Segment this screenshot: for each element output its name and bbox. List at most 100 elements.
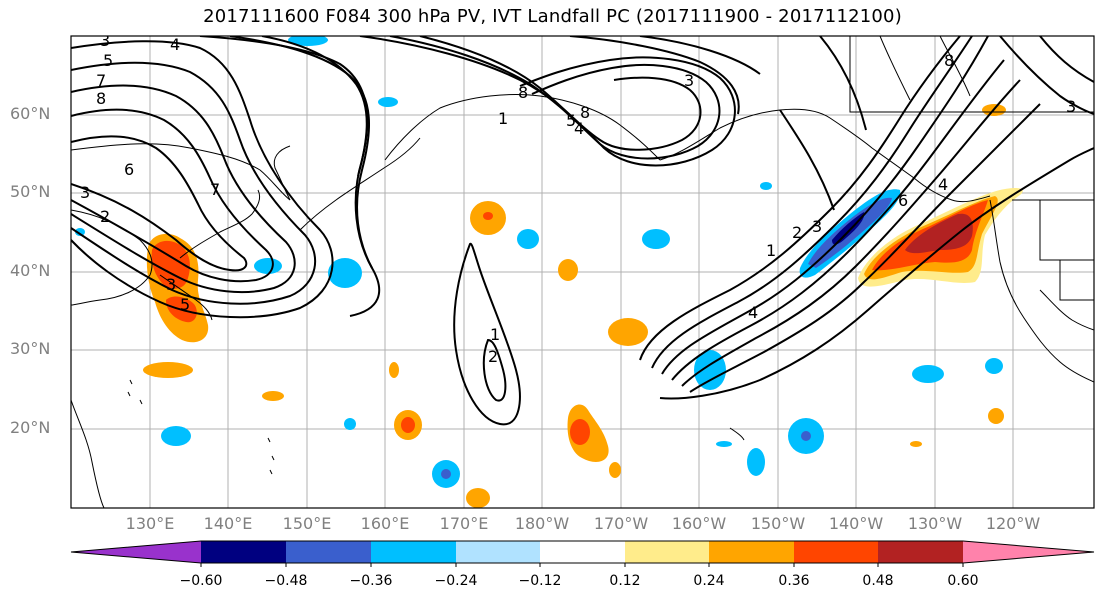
positive-anomaly-japan-core	[151, 240, 190, 289]
positive-anomaly-blob	[570, 419, 590, 445]
positive-anomaly-blob	[143, 362, 193, 378]
negative-anomaly-blob	[75, 228, 85, 236]
longitude-label: 160°E	[360, 514, 410, 533]
contour-label: 5	[103, 51, 113, 70]
contour-label: 7	[96, 71, 106, 90]
colorbar-segment	[878, 541, 963, 563]
colorbar-tick-label: −0.24	[434, 573, 478, 589]
latitude-label: 20°N	[10, 418, 51, 437]
colorbar-tick-label: 0.60	[947, 573, 979, 589]
contour-label: 3	[1066, 97, 1076, 116]
negative-anomaly-blob	[716, 441, 732, 447]
contour-label: 8	[944, 51, 954, 70]
positive-anomaly-blob	[401, 417, 415, 433]
contour-label: 6	[124, 160, 134, 179]
negative-anomaly-blob	[912, 365, 944, 383]
colorbar-segment	[201, 541, 286, 563]
positive-anomaly-blob	[608, 318, 648, 346]
colorbar-segment	[709, 541, 794, 563]
contour-label: 6	[898, 191, 908, 210]
contour-label: 2	[488, 347, 498, 366]
map-title: 2017111600 F084 300 hPa PV, IVT Landfall…	[203, 6, 902, 27]
positive-anomaly-blob	[609, 462, 621, 478]
contour-label: 3	[166, 275, 176, 294]
colorbar-tick-label: −0.12	[518, 573, 562, 589]
latitude-label: 30°N	[10, 339, 51, 358]
colorbar-segment	[540, 541, 625, 563]
latitude-label: 50°N	[10, 182, 51, 201]
contour-label: 4	[748, 303, 758, 322]
contour-label: 3	[812, 217, 822, 236]
contour-label: 8	[518, 83, 528, 102]
map-border	[70, 35, 1095, 509]
contour-label: 3	[80, 183, 90, 202]
negative-anomaly-blob	[344, 418, 356, 430]
negative-anomaly-blob	[161, 426, 191, 446]
positive-anomaly-blob	[483, 212, 493, 220]
latitude-label: 40°N	[10, 261, 51, 280]
contour-label: 2	[100, 207, 110, 226]
colorbar-ticks	[200, 563, 964, 567]
colorbar-segment	[794, 541, 878, 563]
colorbar-segment	[456, 541, 540, 563]
contour-label: 5	[180, 295, 190, 314]
colorbar-tick-label: 0.36	[778, 573, 810, 589]
contour-label: 7	[210, 180, 220, 199]
contour-label: 4	[938, 175, 948, 194]
contour-labels: 3 4 5 7 8 6 3 7 2 3 5 1 8 5 4 3 8 1 2 1 …	[80, 31, 1076, 366]
negative-anomaly-ne-pacific-dark	[832, 212, 865, 245]
coastlines	[71, 36, 1094, 508]
contour-label: 8	[580, 103, 590, 122]
colorbar-tick-label: −0.60	[179, 573, 223, 589]
negative-anomaly-blob	[985, 358, 1003, 374]
contour-label: 3	[684, 71, 694, 90]
negative-anomaly-blob	[378, 97, 398, 107]
contour-label: 4	[574, 119, 584, 138]
colorbar-tick-label: 0.48	[862, 573, 894, 589]
longitude-label: 140°W	[828, 514, 884, 533]
positive-anomaly-blob	[910, 441, 922, 447]
longitude-label: 130°W	[907, 514, 963, 533]
contour-label: 1	[766, 241, 776, 260]
longitude-label: 140°E	[203, 514, 253, 533]
colorbar	[70, 540, 1095, 564]
positive-anomaly-blob	[558, 259, 578, 281]
contour-label: 2	[792, 223, 802, 242]
contour-label: 1	[490, 325, 500, 344]
colorbar-tick-label: −0.36	[349, 573, 393, 589]
longitude-label: 180°W	[514, 514, 570, 533]
longitude-label: 150°W	[750, 514, 806, 533]
negative-anomaly-blob	[517, 229, 539, 249]
longitude-label: 170°E	[439, 514, 489, 533]
colorbar-tick-label: 0.12	[609, 573, 641, 589]
longitude-label: 130°E	[125, 514, 175, 533]
contour-label: 1	[498, 109, 508, 128]
negative-anomaly-blob	[801, 431, 811, 441]
colorbar-segment	[371, 541, 456, 563]
longitude-label: 120°W	[985, 514, 1041, 533]
contour-label: 3	[100, 31, 110, 50]
contour-label: 4	[170, 35, 180, 54]
longitude-label: 150°E	[282, 514, 332, 533]
colorbar-segment	[625, 541, 709, 563]
positive-anomaly-blob	[466, 488, 490, 508]
negative-anomaly-blob	[254, 258, 282, 274]
colorbar-tick-label: 0.24	[693, 573, 725, 589]
contour-label: 5	[566, 111, 576, 130]
positive-anomaly-blob	[988, 408, 1004, 424]
pv-contours	[71, 36, 1094, 426]
latitude-label: 60°N	[10, 104, 51, 123]
negative-anomaly-blob	[760, 182, 772, 190]
colorbar-segment	[963, 541, 1094, 563]
positive-anomaly-blob	[262, 391, 284, 401]
contour-label: 8	[96, 89, 106, 108]
colorbar-segment	[71, 541, 201, 563]
longitude-label: 170°W	[593, 514, 649, 533]
negative-anomaly-blob	[328, 258, 362, 288]
negative-anomaly-blob	[747, 448, 765, 476]
negative-anomaly-blob	[642, 229, 670, 249]
colorbar-segment	[286, 541, 371, 563]
negative-anomaly-blob	[288, 36, 328, 46]
positive-anomaly-ne-pacific-darkred	[905, 213, 973, 254]
